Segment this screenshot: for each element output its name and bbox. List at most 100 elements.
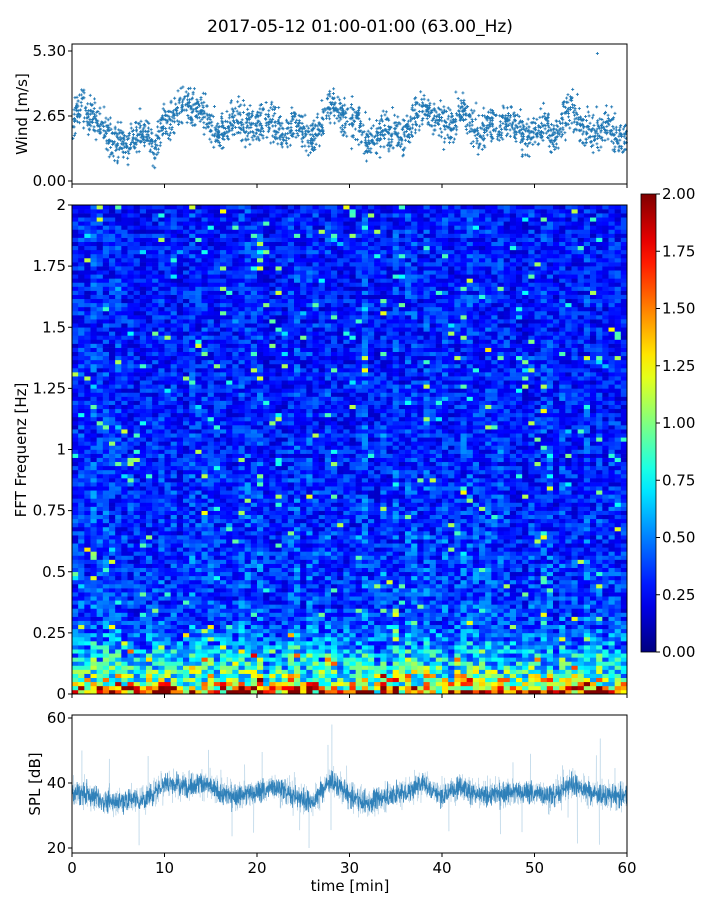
spectrogram-cell [189, 657, 196, 661]
spectrogram-cell [152, 254, 159, 258]
spectrogram-cell [103, 670, 110, 674]
spectrogram-cell [158, 466, 165, 470]
spectrogram-cell [208, 661, 215, 665]
spectrogram-cell [84, 217, 91, 221]
spectrogram-cell [103, 364, 110, 368]
spectrogram-cell [78, 486, 85, 490]
spectrogram-cell [78, 539, 85, 543]
spectrogram-cell [158, 339, 165, 343]
wind-points [71, 52, 628, 169]
spectrogram-cell [202, 445, 209, 449]
spectrogram-cell [195, 547, 202, 551]
spectrogram-cell [140, 641, 147, 645]
spectrogram-cell [202, 547, 209, 551]
spectrogram-cell [103, 555, 110, 559]
spectrogram-cell [183, 397, 190, 401]
spectrogram-cell [128, 242, 135, 246]
spectrogram-cell [91, 344, 98, 348]
spectrogram-cell [183, 291, 190, 295]
spectrogram-cell [134, 661, 141, 665]
wind-point [466, 132, 469, 135]
wind-point [284, 139, 287, 142]
spectrogram-cell [158, 592, 165, 596]
spectrogram-cell [189, 682, 196, 686]
spectrogram-cell [103, 360, 110, 364]
spectrogram-cell [134, 641, 141, 645]
spectrogram-cell [78, 527, 85, 531]
spectrogram-cell [140, 311, 147, 315]
spectrogram-cell [103, 450, 110, 454]
spectrogram-cell [202, 665, 209, 669]
wind-point [618, 139, 621, 142]
spectrogram-cell [158, 580, 165, 584]
spectrogram-cell [189, 311, 196, 315]
wind-point [286, 132, 289, 135]
spectrogram-cell [140, 535, 147, 539]
spectrogram-cell [146, 344, 153, 348]
spectrogram-cell [158, 608, 165, 612]
spectrogram-cell [103, 266, 110, 270]
spectrogram-cell [171, 323, 178, 327]
spectrogram-cell [146, 625, 153, 629]
spectrogram-cell [202, 613, 209, 617]
spectrogram-cell [202, 360, 209, 364]
spectrogram-cell [183, 368, 190, 372]
spectrogram-cell [103, 307, 110, 311]
spectrogram-cell [121, 254, 128, 258]
spectrogram-cell [177, 372, 184, 376]
wind-point [322, 110, 325, 113]
spectrogram-cell [171, 592, 178, 596]
spectrogram-cell [103, 417, 110, 421]
wind-point [500, 128, 503, 131]
spectrogram-cell [177, 384, 184, 388]
spectrogram-cell [146, 486, 153, 490]
spectrogram-cell [202, 258, 209, 262]
spectrogram-cell [97, 360, 104, 364]
spectrogram-cell [115, 213, 122, 217]
spectrogram-cell [146, 242, 153, 246]
spectrogram-cell [158, 242, 165, 246]
spectrogram-cell [134, 547, 141, 551]
spectrogram-cell [78, 478, 85, 482]
spectrogram-cell [134, 360, 141, 364]
spectrogram-cell [158, 458, 165, 462]
wind-point [501, 122, 504, 125]
spectrogram-cell [84, 323, 91, 327]
spectrogram-cell [189, 380, 196, 384]
spectrogram-cell [165, 629, 172, 633]
spectrogram-cell [134, 645, 141, 649]
wind-point [315, 143, 318, 146]
spectrogram-cell [97, 274, 104, 278]
spectrogram-cell [103, 445, 110, 449]
spectrogram-cell [177, 368, 184, 372]
spectrogram-cell [109, 678, 116, 682]
spectrogram-cell [128, 246, 135, 250]
spectrogram-cell [177, 364, 184, 368]
wind-point [220, 115, 223, 118]
wind-point [481, 148, 484, 151]
wind-point [126, 157, 129, 160]
spectrogram-cell [134, 588, 141, 592]
spectrogram-cell [165, 441, 172, 445]
wind-point [139, 120, 142, 123]
spectrogram-cell [97, 539, 104, 543]
spectrogram-cell [202, 519, 209, 523]
spectrogram-cell [183, 209, 190, 213]
spectrogram-cell [171, 568, 178, 572]
spectrogram-cell [208, 633, 215, 637]
spectrogram-cell [195, 686, 202, 690]
spectrogram-cell [165, 388, 172, 392]
spectrogram-cell [121, 502, 128, 506]
spectrogram-cell [109, 519, 116, 523]
spectrogram-cell [165, 299, 172, 303]
spectrogram-cell [115, 392, 122, 396]
wind-point [525, 123, 528, 126]
spectrogram-cell [97, 474, 104, 478]
spectrogram-cell [128, 234, 135, 238]
spectrogram-cell [177, 307, 184, 311]
wind-point [276, 142, 279, 145]
wind-point [178, 101, 181, 104]
spectrogram-cell [195, 413, 202, 417]
spectrogram-cell [134, 376, 141, 380]
spectrogram-cell [146, 323, 153, 327]
